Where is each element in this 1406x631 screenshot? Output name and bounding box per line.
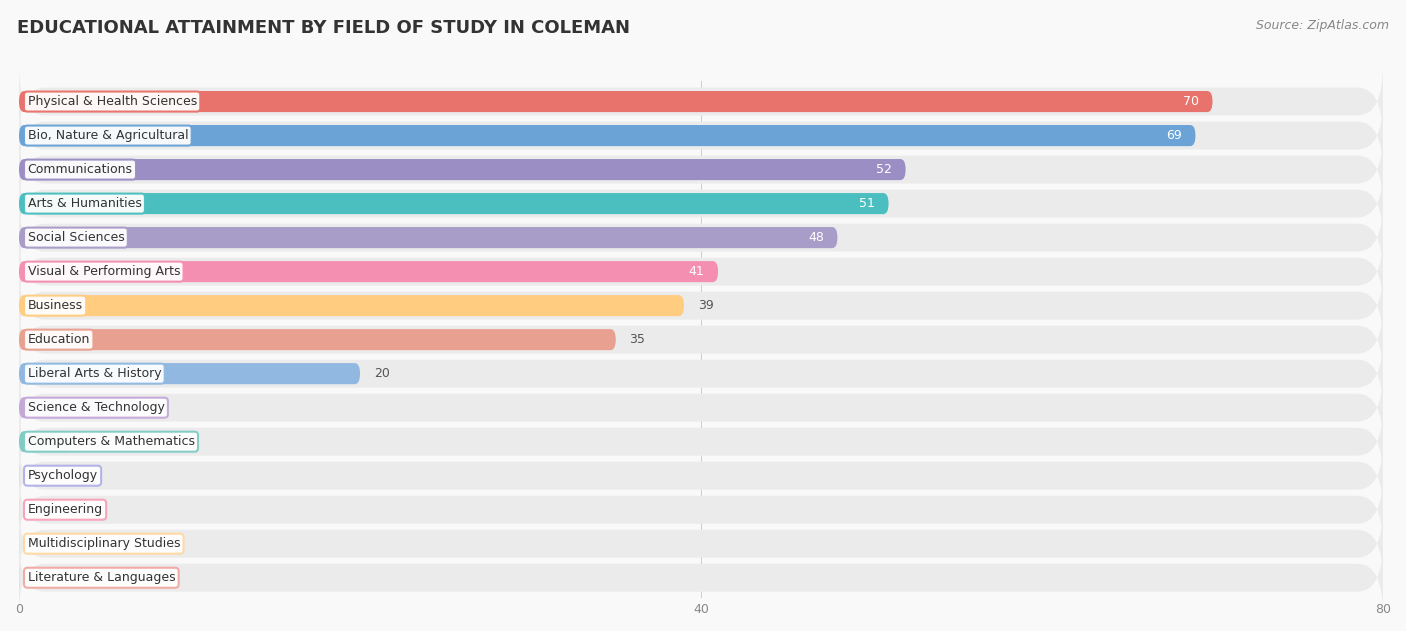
Text: Social Sciences: Social Sciences <box>28 231 124 244</box>
Text: 51: 51 <box>859 197 875 210</box>
FancyBboxPatch shape <box>20 397 138 418</box>
FancyBboxPatch shape <box>20 473 1384 547</box>
FancyBboxPatch shape <box>20 336 1384 411</box>
FancyBboxPatch shape <box>20 303 1384 377</box>
FancyBboxPatch shape <box>20 98 1384 173</box>
Text: Education: Education <box>28 333 90 346</box>
Text: Business: Business <box>28 299 83 312</box>
Text: Multidisciplinary Studies: Multidisciplinary Studies <box>28 537 180 550</box>
Text: 0: 0 <box>32 537 41 550</box>
Text: 7: 7 <box>152 401 160 414</box>
FancyBboxPatch shape <box>20 235 1384 309</box>
Text: Engineering: Engineering <box>28 503 103 516</box>
FancyBboxPatch shape <box>20 227 838 248</box>
Text: 69: 69 <box>1166 129 1182 142</box>
FancyBboxPatch shape <box>20 439 1384 513</box>
Text: 48: 48 <box>808 231 824 244</box>
Text: Arts & Humanities: Arts & Humanities <box>28 197 142 210</box>
Text: 52: 52 <box>876 163 891 176</box>
Text: Bio, Nature & Agricultural: Bio, Nature & Agricultural <box>28 129 188 142</box>
FancyBboxPatch shape <box>20 64 1384 139</box>
Text: Literature & Languages: Literature & Languages <box>28 571 176 584</box>
Text: 0: 0 <box>32 503 41 516</box>
FancyBboxPatch shape <box>20 159 905 180</box>
FancyBboxPatch shape <box>20 193 889 214</box>
Text: Computers & Mathematics: Computers & Mathematics <box>28 435 194 448</box>
FancyBboxPatch shape <box>20 329 616 350</box>
FancyBboxPatch shape <box>20 201 1384 274</box>
FancyBboxPatch shape <box>20 507 1384 581</box>
FancyBboxPatch shape <box>20 167 1384 240</box>
FancyBboxPatch shape <box>20 431 70 452</box>
FancyBboxPatch shape <box>20 541 1384 615</box>
Text: Communications: Communications <box>28 163 132 176</box>
Text: Psychology: Psychology <box>28 469 97 482</box>
Text: 0: 0 <box>32 469 41 482</box>
FancyBboxPatch shape <box>20 370 1384 445</box>
FancyBboxPatch shape <box>20 295 683 316</box>
FancyBboxPatch shape <box>20 125 1195 146</box>
Text: Liberal Arts & History: Liberal Arts & History <box>28 367 162 380</box>
Text: 39: 39 <box>697 299 713 312</box>
FancyBboxPatch shape <box>20 133 1384 206</box>
Text: Physical & Health Sciences: Physical & Health Sciences <box>28 95 197 108</box>
FancyBboxPatch shape <box>20 363 360 384</box>
Text: 0: 0 <box>32 571 41 584</box>
Text: Science & Technology: Science & Technology <box>28 401 165 414</box>
FancyBboxPatch shape <box>20 404 1384 479</box>
Text: 41: 41 <box>689 265 704 278</box>
Text: 70: 70 <box>1182 95 1199 108</box>
FancyBboxPatch shape <box>20 91 1212 112</box>
Text: Source: ZipAtlas.com: Source: ZipAtlas.com <box>1256 19 1389 32</box>
Text: EDUCATIONAL ATTAINMENT BY FIELD OF STUDY IN COLEMAN: EDUCATIONAL ATTAINMENT BY FIELD OF STUDY… <box>17 19 630 37</box>
Text: Visual & Performing Arts: Visual & Performing Arts <box>28 265 180 278</box>
FancyBboxPatch shape <box>20 269 1384 343</box>
Text: 35: 35 <box>630 333 645 346</box>
FancyBboxPatch shape <box>20 261 718 282</box>
Text: 3: 3 <box>84 435 91 448</box>
Text: 20: 20 <box>374 367 389 380</box>
